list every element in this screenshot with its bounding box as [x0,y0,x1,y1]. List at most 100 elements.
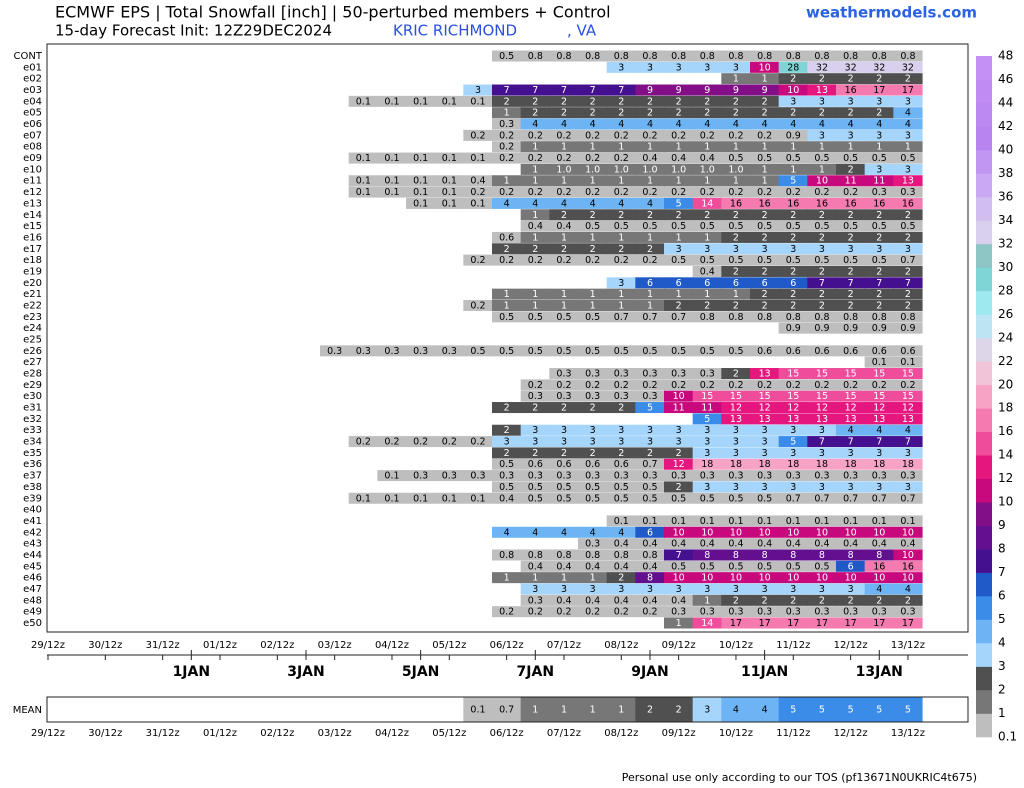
cell [893,697,923,722]
cell [635,345,665,357]
row-label: e10 [23,164,42,175]
cell [635,118,665,130]
cell [578,583,608,595]
cell-label: 0.9 [843,323,858,334]
cell-label: 3 [561,584,567,595]
cell-label: 4 [704,119,710,130]
cell [778,345,808,357]
cell-label: 0.7 [843,493,858,504]
cell [692,572,722,584]
cell-label: 0.1 [470,198,485,209]
cell-label: 0.5 [585,312,600,323]
cell-label: 15 [759,391,771,402]
cell [749,231,780,243]
cell-label: 2 [876,108,882,119]
cell [721,606,751,618]
cell [864,129,894,141]
cell [807,368,837,380]
x-tick-label: 07/12z [547,640,581,651]
cell-label: 0.2 [585,153,600,164]
cell-label: 7 [876,437,882,448]
cell-label: 0.5 [900,221,915,232]
cell-label: 1 [704,232,710,243]
cell [606,141,636,153]
cell [692,470,722,482]
cell [692,492,722,504]
colorbar-label: 4 [998,636,1006,650]
cell [749,345,780,357]
cell [778,61,808,73]
cell-label: 4 [905,425,911,436]
cell-label: 2 [733,300,739,311]
cell-label: 0.5 [786,255,801,266]
cell [778,368,808,380]
cell-label: 0.8 [786,312,801,323]
cell-label: 2 [848,300,854,311]
cell-label: 10 [673,527,685,538]
cell [864,265,894,277]
cell [663,515,694,527]
cell-label: 6 [733,278,739,289]
cell-label: 15 [816,391,828,402]
cell-label: 1 [618,142,624,153]
cell-label: 0.2 [814,380,829,391]
cell [606,243,636,255]
cell [835,288,866,300]
cell-label: 4 [848,425,854,436]
cell-label: 0.2 [642,187,657,198]
cell [549,209,579,221]
cell-label: 0.2 [614,130,629,141]
cell [578,288,608,300]
cell-label: 2 [647,705,653,716]
cell [520,231,550,243]
cell [749,107,780,119]
cell-label: 0.2 [872,380,887,391]
cell-label: 0.2 [585,130,600,141]
cell [635,277,665,289]
cell-label: 1 [532,176,538,187]
cell [663,526,694,538]
cell [864,243,894,255]
cell-label: 0.4 [757,539,772,550]
cell [721,458,751,470]
cell [406,186,436,198]
cell-label: 2 [790,74,796,85]
cell [635,379,665,391]
cell [434,470,464,482]
cell-label: 1 [561,176,567,187]
cell-label: 0.1 [470,705,485,716]
cell-label: 0.3 [843,471,858,482]
cell [721,118,751,130]
cell-label: 16 [787,198,799,209]
cell-label: 0.4 [614,561,629,572]
cell [807,311,837,323]
cell [492,95,522,107]
cell-label: 2 [790,232,796,243]
cell-label: 0.2 [470,187,485,198]
cell-label: 2 [905,300,911,311]
cell [492,447,522,459]
x-tick-label: 30/12z [88,640,122,651]
cell [520,447,550,459]
cell [492,288,522,300]
cell-label: 0.8 [499,550,514,561]
cell [749,129,780,141]
cell [807,572,837,584]
cell-label: 9 [762,85,768,96]
cell [663,61,694,73]
cell [721,163,751,175]
cell-label: 0.5 [757,221,772,232]
cell-label: 1 [819,164,825,175]
cell [434,152,464,164]
cell [578,84,608,96]
cell-label: 2 [762,108,768,119]
cell [721,311,751,323]
cell-label: 1 [618,705,624,716]
cell [864,492,894,504]
cell [778,311,808,323]
cell [749,538,780,550]
cell [807,84,837,96]
cell [492,311,522,323]
cell-label: 0.4 [671,539,686,550]
